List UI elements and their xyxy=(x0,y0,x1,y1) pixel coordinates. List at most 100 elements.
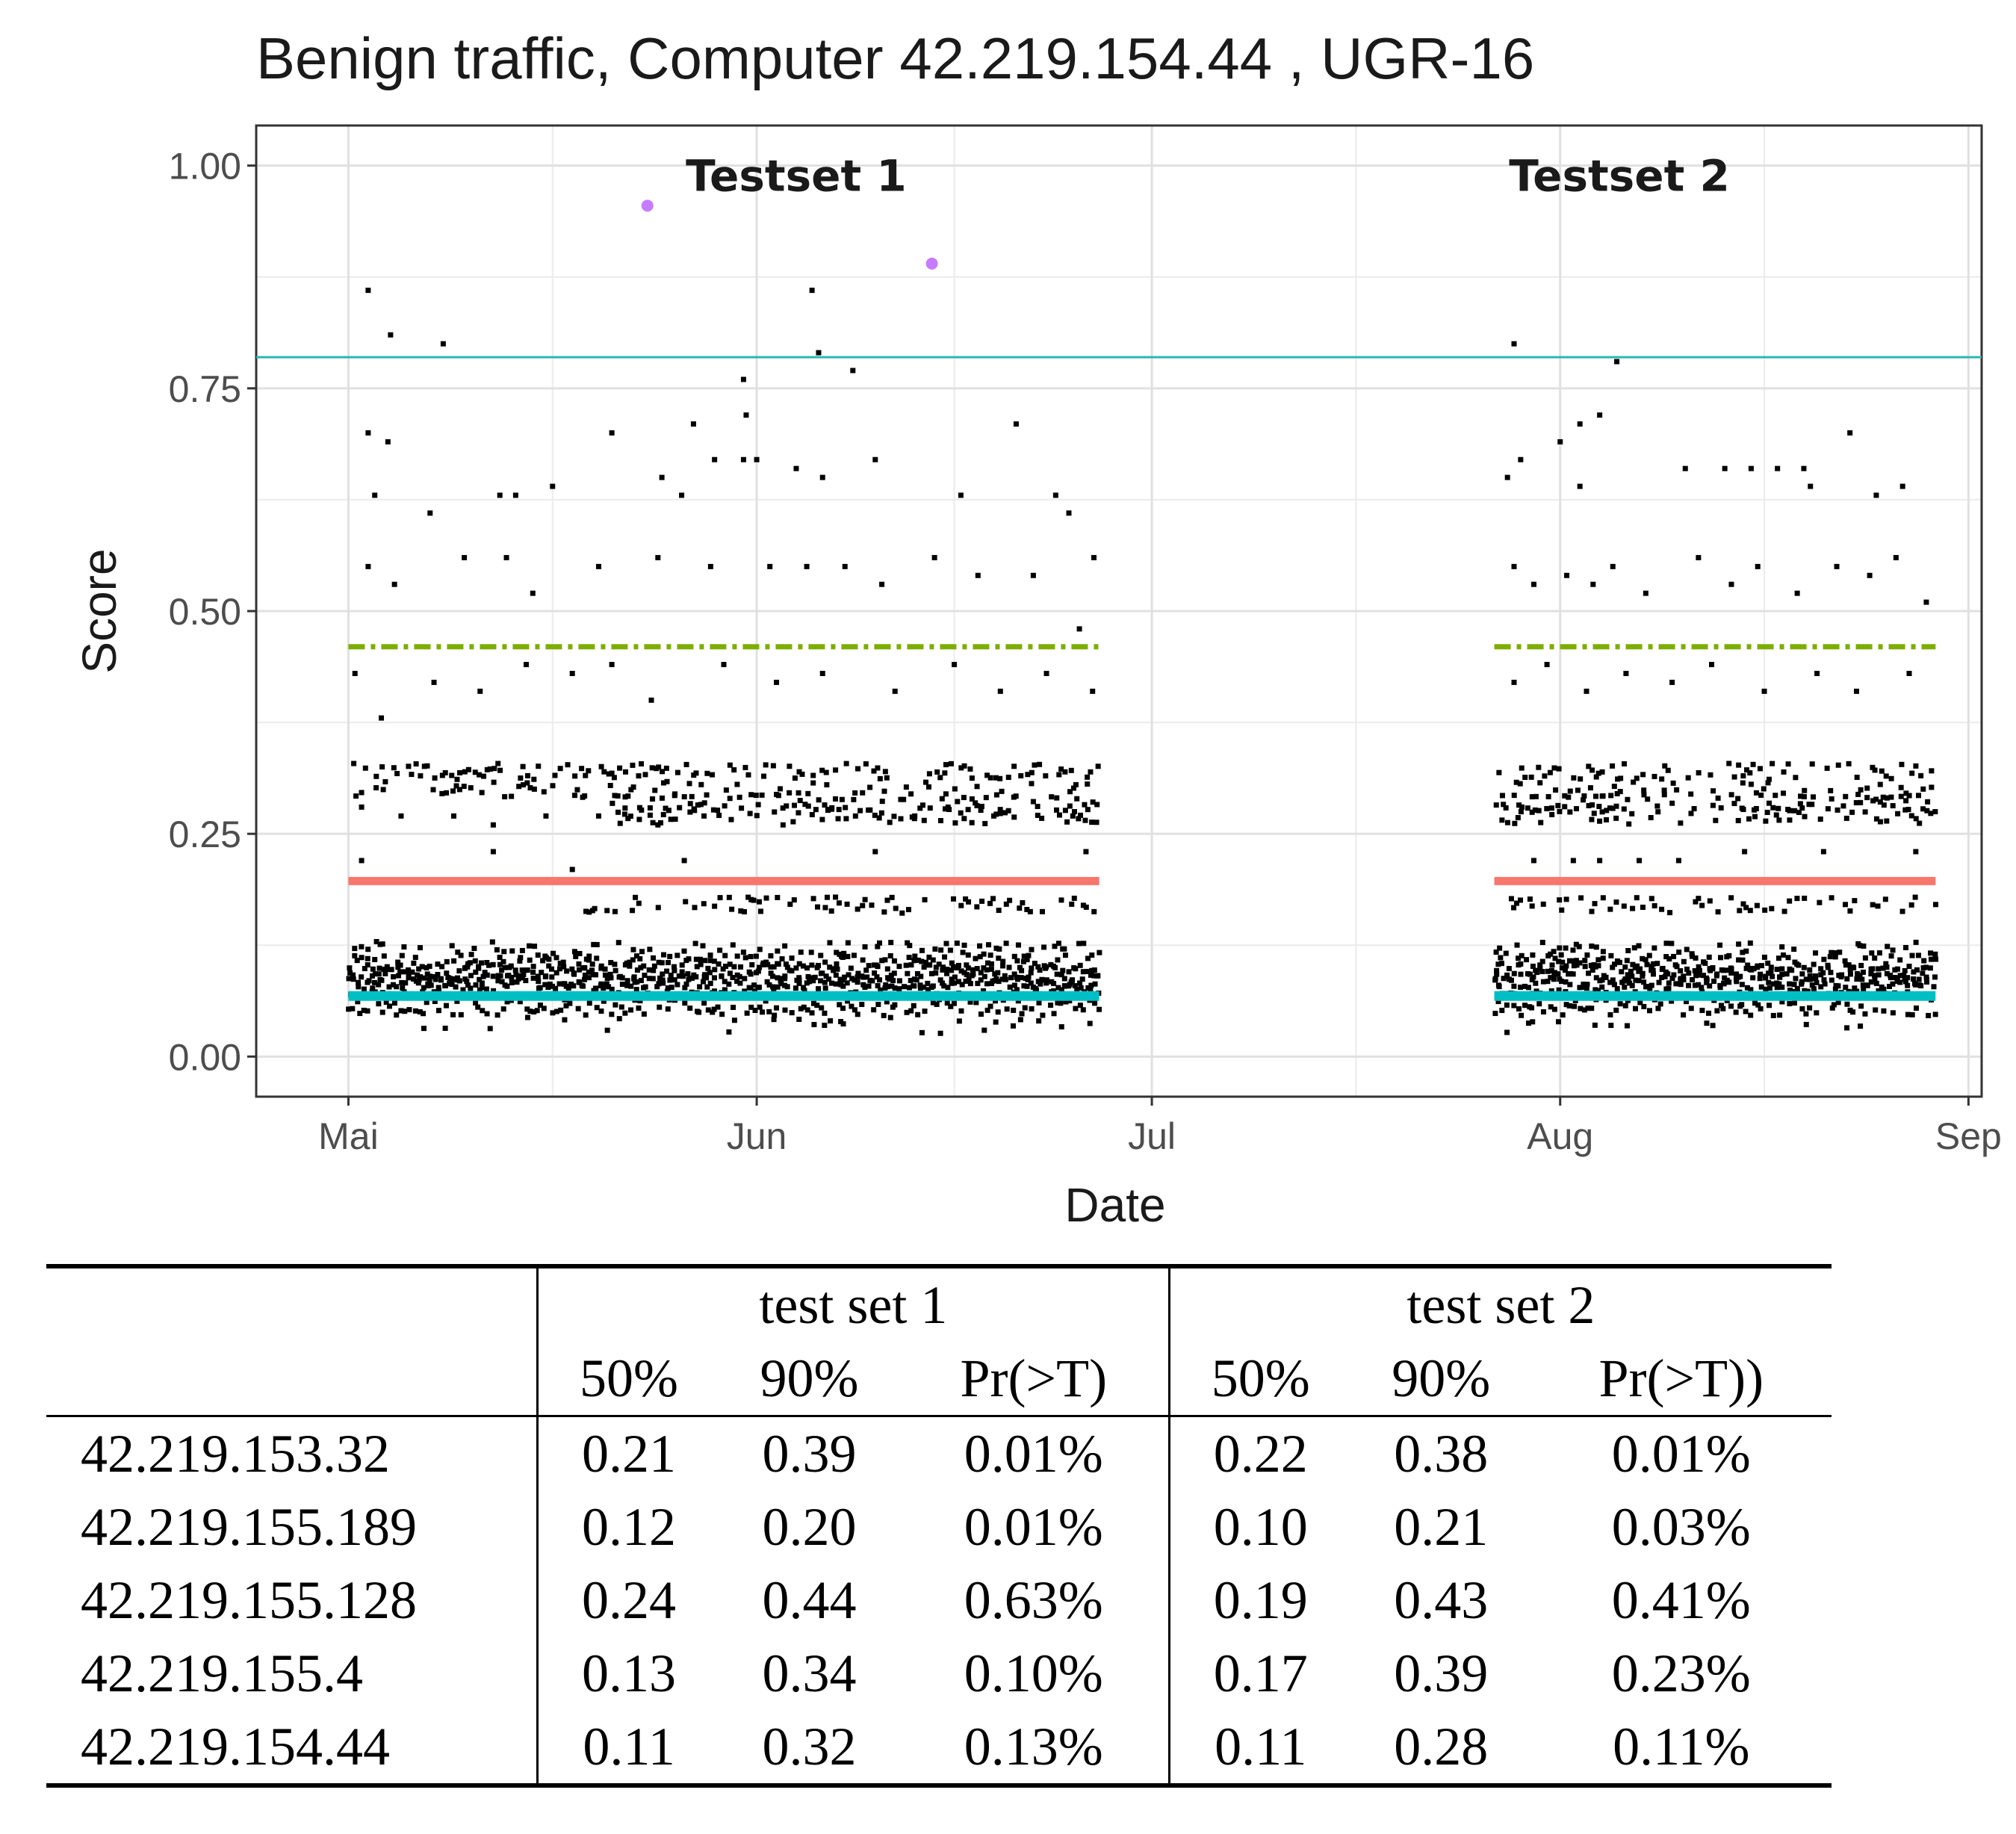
score-point xyxy=(1770,760,1775,766)
score-point xyxy=(1062,952,1068,958)
score-point xyxy=(1789,967,1795,973)
score-point xyxy=(922,896,928,902)
score-point xyxy=(361,1007,367,1013)
score-point xyxy=(984,967,990,973)
score-point xyxy=(1654,803,1660,809)
score-point xyxy=(1931,984,1937,990)
score-point xyxy=(381,953,387,959)
score-point xyxy=(490,849,496,855)
score-point xyxy=(694,964,700,970)
score-point xyxy=(520,763,526,769)
score-point xyxy=(855,906,860,912)
table-group-header-row: test set 1 test set 2 xyxy=(46,1264,1832,1342)
score-point xyxy=(1566,794,1572,800)
score-point xyxy=(884,984,890,990)
score-point xyxy=(833,981,839,987)
score-point xyxy=(1564,572,1570,578)
x-axis-label: Date xyxy=(1064,1178,1165,1232)
table-cell: 0.20 xyxy=(762,1497,857,1557)
score-point xyxy=(942,806,948,812)
score-point xyxy=(1592,1022,1598,1028)
score-point xyxy=(1043,977,1049,983)
score-point xyxy=(1794,961,1800,967)
score-point xyxy=(855,970,861,976)
score-point xyxy=(845,953,851,959)
table-sub-header-row: 50% 90% Pr(>T) 50% 90% Pr(>T)) xyxy=(46,1342,1832,1417)
score-point xyxy=(798,1006,804,1012)
score-point xyxy=(1794,590,1800,596)
score-point xyxy=(891,958,897,964)
score-point xyxy=(660,977,666,983)
score-point xyxy=(890,978,896,984)
score-point xyxy=(1858,1003,1864,1009)
score-point xyxy=(1518,897,1524,903)
score-point xyxy=(616,1016,622,1022)
score-point xyxy=(576,961,582,967)
score-point xyxy=(1074,986,1080,992)
score-point xyxy=(964,962,970,968)
score-point xyxy=(398,1008,404,1014)
score-point xyxy=(412,955,418,961)
score-point xyxy=(1066,510,1072,516)
score-point xyxy=(497,955,503,961)
score-point xyxy=(1625,948,1631,954)
score-points xyxy=(346,288,1939,1036)
score-point xyxy=(1767,985,1772,991)
score-point xyxy=(512,492,518,498)
sub-header: 90% xyxy=(1350,1342,1531,1417)
score-point xyxy=(425,981,431,987)
score-point xyxy=(1519,765,1525,771)
x-tick-label: Jul xyxy=(1128,1115,1176,1157)
score-point xyxy=(892,688,898,694)
score-point xyxy=(1088,988,1094,994)
score-point xyxy=(871,768,877,774)
score-point xyxy=(586,909,592,915)
table-cell: 0.13 xyxy=(536,1637,720,1710)
score-point xyxy=(993,792,999,798)
score-point xyxy=(926,784,932,790)
score-point xyxy=(607,782,613,788)
score-point xyxy=(1542,773,1548,779)
score-point xyxy=(823,769,829,775)
score-point xyxy=(447,976,453,982)
score-point xyxy=(1693,955,1699,961)
score-point xyxy=(1066,969,1072,975)
score-point xyxy=(996,979,1002,985)
score-point xyxy=(993,998,999,1004)
score-point xyxy=(919,802,925,808)
score-point xyxy=(1770,805,1776,811)
score-point xyxy=(1607,1012,1613,1017)
score-point xyxy=(1073,781,1079,787)
score-point xyxy=(710,807,716,813)
score-point xyxy=(958,810,964,816)
score-point xyxy=(1807,976,1813,982)
score-point xyxy=(705,965,711,971)
score-point xyxy=(606,984,612,990)
score-point xyxy=(1792,808,1798,814)
score-point xyxy=(565,762,571,768)
score-point xyxy=(456,787,462,793)
score-point xyxy=(751,897,757,903)
score-point xyxy=(1572,1003,1578,1009)
score-point xyxy=(356,984,362,990)
score-point xyxy=(1843,902,1849,908)
score-point xyxy=(1713,817,1719,823)
score-point xyxy=(647,805,653,811)
score-point xyxy=(1678,982,1684,988)
score-point xyxy=(432,976,438,982)
score-point xyxy=(866,983,872,989)
score-point xyxy=(860,902,866,908)
score-point xyxy=(1728,965,1734,971)
score-point xyxy=(1864,795,1870,801)
score-point xyxy=(665,1006,671,1012)
score-point xyxy=(1077,980,1083,986)
score-point xyxy=(589,961,595,967)
score-point xyxy=(1026,974,1032,980)
score-point xyxy=(974,904,980,910)
score-point xyxy=(1604,808,1610,814)
score-point xyxy=(615,940,621,946)
score-point xyxy=(1862,809,1868,815)
score-point xyxy=(889,894,895,900)
score-point xyxy=(353,793,359,799)
score-point xyxy=(477,976,483,982)
